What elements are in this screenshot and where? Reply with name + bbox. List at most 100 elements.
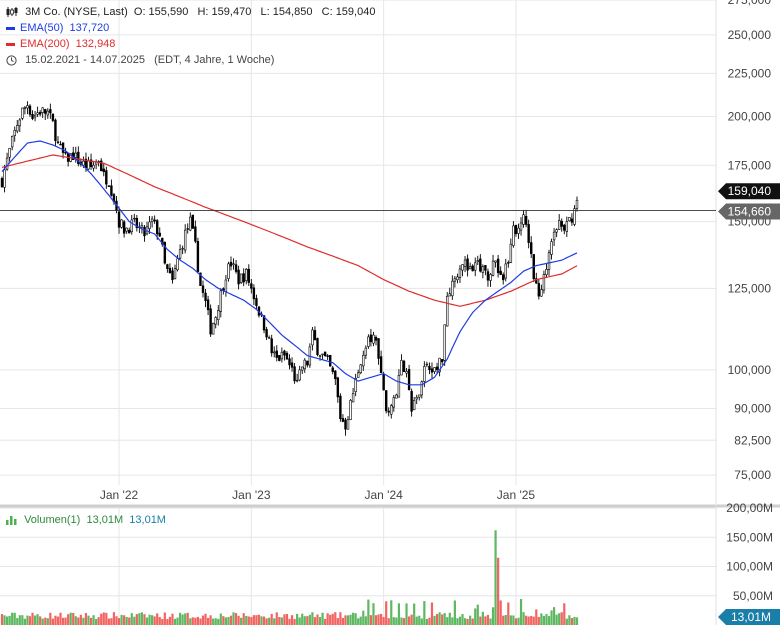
candle-body bbox=[0, 178, 4, 187]
last-price-tag: 159,040 bbox=[718, 183, 780, 200]
volume-bar bbox=[344, 615, 347, 625]
candle-body bbox=[362, 355, 365, 367]
date-range-legend: 15.02.2021 - 14.07.2025 (EDT, 4 Jahre, 1… bbox=[6, 52, 274, 68]
price-tick-label: 275,000 bbox=[728, 0, 772, 7]
volume-bar bbox=[352, 612, 355, 625]
ema200-swatch bbox=[6, 42, 15, 46]
volume-bar bbox=[491, 607, 495, 625]
volume-bar bbox=[387, 618, 390, 625]
time-tick-label: Jan '24 bbox=[364, 488, 403, 502]
candle-body bbox=[89, 159, 93, 167]
candle-body bbox=[178, 249, 182, 259]
candle-body bbox=[514, 224, 518, 235]
candle-body bbox=[303, 359, 306, 370]
candle-body bbox=[550, 241, 553, 255]
candle-body bbox=[306, 360, 309, 366]
candle-body bbox=[275, 350, 278, 358]
volume-bar bbox=[95, 618, 98, 625]
volume-bar bbox=[273, 618, 276, 625]
volume-bar bbox=[507, 602, 510, 625]
candle-body bbox=[479, 258, 482, 272]
candle-body bbox=[448, 293, 451, 297]
volume-bar bbox=[31, 612, 34, 625]
candle-body bbox=[453, 278, 457, 282]
candle-body bbox=[446, 295, 449, 327]
candle-body bbox=[117, 211, 121, 228]
volume-bar bbox=[173, 618, 177, 625]
volume-bar bbox=[46, 618, 49, 625]
volume-bar bbox=[298, 617, 301, 625]
candle-body bbox=[451, 280, 454, 297]
price-tags: 154,660 159,040 13,01M bbox=[718, 183, 780, 625]
candle-body bbox=[181, 248, 184, 250]
candle-body bbox=[295, 379, 299, 382]
candle-body bbox=[36, 112, 39, 115]
candle-body bbox=[415, 397, 418, 400]
candle-body bbox=[92, 164, 95, 169]
candle-body bbox=[13, 129, 16, 136]
volume-bar bbox=[466, 618, 469, 625]
volume-bar bbox=[413, 603, 416, 625]
volume-tick-label: 150,00M bbox=[726, 530, 773, 544]
volume-bar bbox=[374, 615, 378, 625]
candle-body bbox=[153, 219, 156, 222]
volume-bar bbox=[502, 615, 505, 625]
volume-bar bbox=[156, 613, 159, 625]
volume-bar bbox=[288, 618, 291, 625]
volume-bar bbox=[367, 599, 370, 625]
volume-bar bbox=[138, 613, 141, 625]
volume-bar bbox=[278, 616, 281, 625]
volume-bar bbox=[418, 615, 421, 625]
volume-bar bbox=[568, 615, 571, 625]
volume-bar bbox=[125, 616, 128, 625]
volume-bar bbox=[349, 614, 352, 625]
volume-bar bbox=[469, 615, 472, 625]
volume-bar bbox=[555, 614, 558, 625]
volume-bar bbox=[234, 613, 238, 625]
prev-close-tag-label: 154,660 bbox=[728, 204, 772, 218]
volume-bar bbox=[51, 618, 54, 625]
candle-body bbox=[51, 113, 55, 121]
candle-body bbox=[321, 353, 324, 356]
candle-body bbox=[570, 218, 574, 223]
volume-bar bbox=[410, 614, 413, 625]
volume-legend: Volumen(1) 13,01M 13,01M bbox=[6, 512, 166, 528]
candle-body bbox=[384, 390, 388, 412]
candle-body bbox=[364, 347, 368, 356]
price-tick-label: 250,000 bbox=[728, 28, 772, 42]
candle-body bbox=[278, 355, 281, 361]
ema200-line bbox=[1, 154, 578, 307]
candle-body bbox=[542, 274, 546, 291]
candle-body bbox=[270, 338, 273, 354]
volume-bar bbox=[72, 612, 75, 625]
volume-bar bbox=[382, 617, 385, 625]
volume-bar bbox=[247, 616, 250, 625]
candle-body bbox=[481, 266, 485, 273]
candle-body bbox=[100, 160, 103, 172]
volume-bar bbox=[67, 614, 70, 625]
candle-body bbox=[232, 263, 235, 265]
volume-bar bbox=[260, 616, 263, 625]
volume-bar bbox=[385, 601, 388, 625]
volume-bar bbox=[484, 616, 487, 625]
candle-body bbox=[489, 274, 492, 281]
last-volume-tag: 13,01M bbox=[718, 609, 780, 625]
volume-bar bbox=[166, 619, 169, 625]
candle-body bbox=[33, 114, 37, 118]
volume-bar bbox=[250, 617, 253, 625]
candle-body bbox=[54, 119, 57, 141]
volume-bar bbox=[400, 617, 403, 625]
candle-body bbox=[293, 366, 296, 382]
volume-bar bbox=[237, 615, 240, 625]
candle-body bbox=[84, 158, 88, 168]
volume-bar bbox=[36, 614, 39, 625]
clock-icon bbox=[6, 54, 25, 66]
volume-bar bbox=[313, 617, 317, 625]
candle-body bbox=[61, 142, 65, 153]
candle-body bbox=[46, 110, 49, 116]
candle-body bbox=[517, 227, 520, 234]
volume-bar bbox=[69, 612, 72, 625]
volume-bar bbox=[560, 612, 563, 625]
candle-body bbox=[377, 338, 380, 359]
